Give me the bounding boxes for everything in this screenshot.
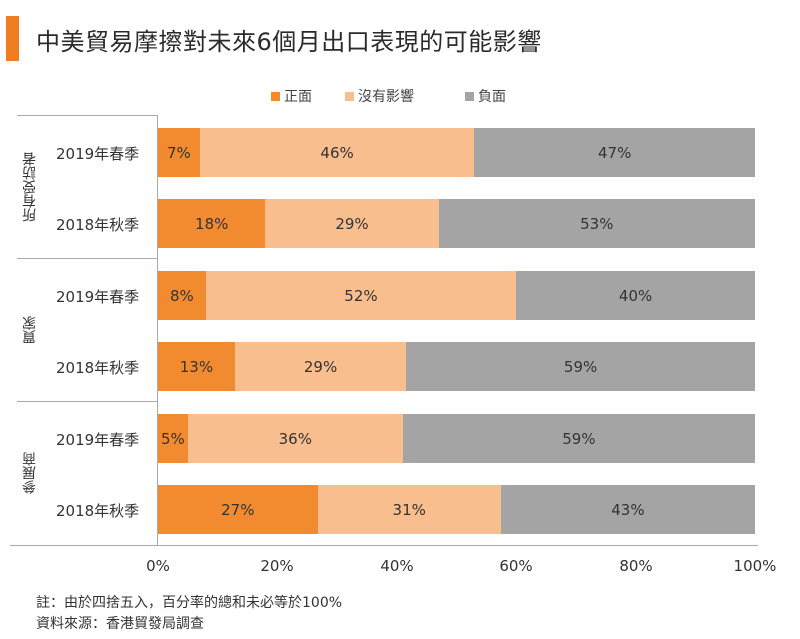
- group-divider: [17, 115, 158, 116]
- footnote-source: 資料來源：香港貿發局調查: [36, 616, 204, 632]
- group-divider: [17, 401, 158, 402]
- legend-swatch-negative: [465, 91, 474, 101]
- x-tick-label: 80%: [619, 557, 653, 575]
- bar-segment-positive: 18%: [158, 199, 266, 248]
- x-tick-label: 40%: [380, 557, 414, 575]
- bar-segment-negative: 59%: [402, 414, 755, 463]
- legend-label: 正面: [284, 89, 312, 105]
- group-label-all-respondents: 所有受訪者: [22, 152, 38, 222]
- legend-item-positive: 正面: [271, 86, 312, 106]
- bar-segment-no-impact: 52%: [205, 271, 517, 320]
- legend-item-negative: 負面: [465, 86, 506, 106]
- group-label-buyers: 買家: [22, 316, 38, 344]
- row-label: 2019年春季: [56, 145, 140, 163]
- legend: 正面 沒有影響 負面: [0, 86, 800, 106]
- bar-segment-positive: 27%: [158, 485, 318, 534]
- bar-segment-negative: 59%: [406, 342, 755, 391]
- x-tick-label: 100%: [733, 557, 777, 575]
- bar-segment-negative: 53%: [438, 199, 755, 248]
- bar-segment-no-impact: 29%: [234, 342, 407, 391]
- bar-segment-positive: 7%: [158, 128, 200, 177]
- legend-label: 沒有影響: [358, 89, 414, 105]
- bar-segment-no-impact: 36%: [187, 414, 403, 463]
- chart-title: 中美貿易摩擦對未來6個月出口表現的可能影響: [36, 28, 542, 56]
- stacked-bar: 27% 31% 43%: [158, 485, 755, 534]
- title-accent-bar: [6, 16, 19, 61]
- x-axis-line: [10, 545, 758, 546]
- bar-segment-no-impact: 31%: [317, 485, 501, 534]
- group-divider: [17, 258, 158, 259]
- row-label: 2018年秋季: [56, 502, 140, 520]
- bar-segment-positive: 8%: [158, 271, 206, 320]
- row-label: 2019年春季: [56, 288, 140, 306]
- stacked-bar: 5% 36% 59%: [158, 414, 755, 463]
- x-tick-label: 0%: [146, 557, 170, 575]
- bar-segment-positive: 5%: [158, 414, 188, 463]
- bar-segment-negative: 40%: [516, 271, 755, 320]
- stacked-bar: 8% 52% 40%: [158, 271, 755, 320]
- stacked-bar: 18% 29% 53%: [158, 199, 755, 248]
- y-axis-line: [157, 115, 158, 546]
- legend-label: 負面: [478, 89, 506, 105]
- legend-swatch-positive: [271, 91, 280, 101]
- bar-segment-positive: 13%: [158, 342, 235, 391]
- row-label: 2018年秋季: [56, 359, 140, 377]
- legend-item-no-impact: 沒有影響: [345, 86, 414, 106]
- stacked-bar: 7% 46% 47%: [158, 128, 755, 177]
- x-tick-label: 20%: [260, 557, 294, 575]
- legend-swatch-no-impact: [345, 91, 354, 101]
- row-label: 2019年春季: [56, 431, 140, 449]
- stacked-bar: 13% 29% 59%: [158, 342, 755, 391]
- bar-segment-no-impact: 29%: [265, 199, 439, 248]
- row-label: 2018年秋季: [56, 216, 140, 234]
- bar-segment-no-impact: 46%: [199, 128, 475, 177]
- footnote-rounding: 註：由於四捨五入，百分率的總和未必等於100%: [36, 595, 343, 611]
- bar-segment-negative: 43%: [500, 485, 755, 534]
- x-tick-label: 60%: [499, 557, 533, 575]
- group-label-exhibitors: 參展商: [22, 452, 38, 495]
- bar-segment-negative: 47%: [474, 128, 755, 177]
